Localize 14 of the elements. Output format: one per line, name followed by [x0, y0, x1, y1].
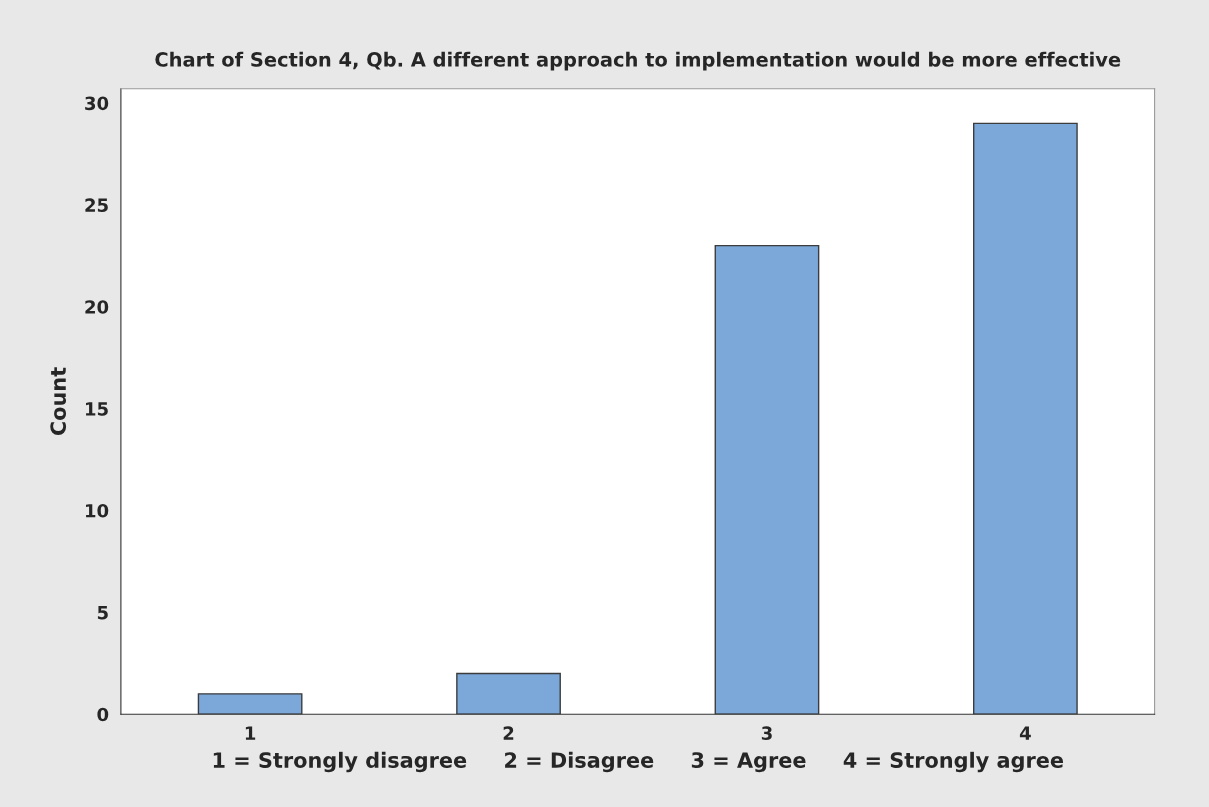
y-tick-label: 25	[85, 198, 108, 213]
y-tick-label: 15	[86, 402, 108, 416]
chart-title: Chart of Section 4, Qb. A different approach to implementation would be more effective	[155, 51, 1121, 71]
x-axis-title: 1 = Strongly disagree 2 = Disagree 3 = Agree 4 = Strongly agree	[213, 751, 1064, 773]
x-tick-label: 1	[245, 726, 256, 740]
x-tick-label: 4	[1019, 726, 1031, 740]
x-tick-label: 2	[503, 726, 514, 740]
x-tick-label: 3	[761, 726, 772, 740]
y-tick-label: 10	[86, 503, 109, 518]
y-tick-label: 0	[97, 707, 109, 722]
y-axis-title: Count	[50, 367, 67, 436]
y-tick-label: 20	[85, 300, 109, 314]
y-tick-label: 30	[85, 96, 109, 111]
y-tick-label: 5	[97, 606, 108, 620]
